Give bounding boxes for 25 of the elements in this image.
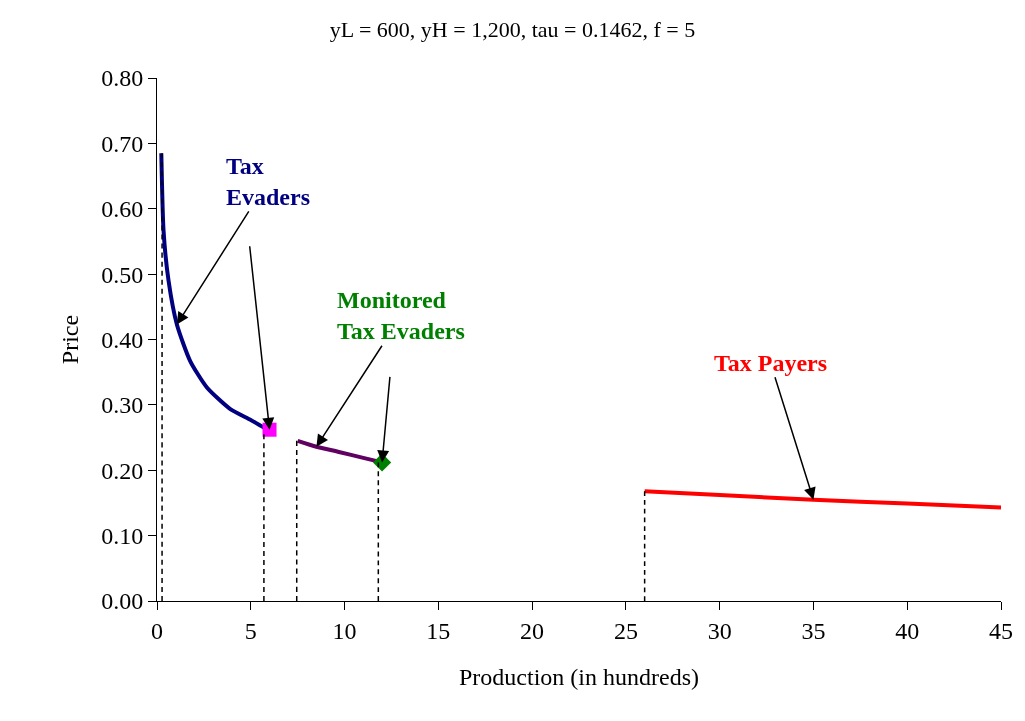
y-tick-label: 0.60 [101,196,144,223]
y-tick-label: 0.30 [101,392,144,419]
y-tick-label: 0.20 [101,457,144,484]
x-tick-label: 20 [520,617,545,644]
x-tick-label: 35 [801,617,826,644]
x-axis-title: Production (in hundreds) [459,664,699,691]
annotation: Tax Evaders [226,153,310,211]
x-tick-label: 25 [613,617,638,644]
y-tick-label: 0.00 [101,588,144,615]
annotation: Monitored Tax Evaders [337,287,465,345]
x-tick-label: 0 [151,617,163,644]
x-tick-label: 15 [426,617,451,644]
y-tick-label: 0.80 [101,65,144,92]
x-tick-label: 5 [244,617,257,644]
y-tick-label: 0.10 [101,523,144,550]
y-tick-label: 0.50 [101,261,144,288]
x-tick-label: 45 [989,617,1013,644]
annotation: Tax Payers [714,350,828,376]
x-tick-label: 40 [895,617,920,644]
y-tick-label: 0.70 [101,130,144,157]
x-tick-label: 10 [332,617,357,644]
y-axis-title: Price [57,314,84,365]
x-tick-label: 30 [707,617,732,644]
y-tick-label: 0.40 [101,326,144,353]
chart-title: yL = 600, yH = 1,200, tau = 0.1462, f = 5 [329,17,696,43]
